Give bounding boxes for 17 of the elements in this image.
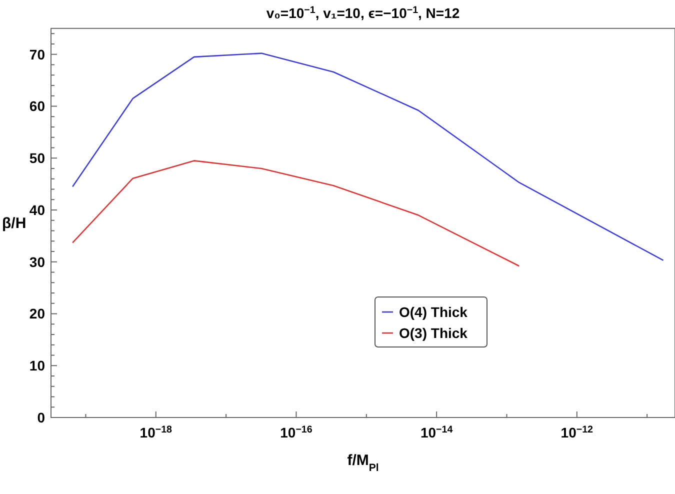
y-tick-label: 60 bbox=[29, 98, 46, 114]
x-axis-title: f/M$_{Pl}$ bbox=[347, 452, 379, 474]
x-tick-label: 10$^{−12}$ bbox=[560, 424, 594, 440]
legend-label: O(4) Thick bbox=[399, 304, 468, 320]
y-tick-label: 20 bbox=[29, 306, 46, 322]
y-tick-label: 0 bbox=[37, 410, 46, 426]
x-tick-label: 10$^{−14}$ bbox=[420, 424, 454, 440]
y-tick-label: 40 bbox=[29, 202, 46, 218]
y-tick-label: 30 bbox=[29, 254, 46, 270]
y-tick-label: 10 bbox=[29, 358, 46, 374]
y-axis-title: β/H bbox=[2, 214, 26, 232]
x-tick-label: 10$^{−18}$ bbox=[140, 424, 173, 440]
y-tick-label: 50 bbox=[29, 150, 46, 166]
legend-label: O(3) Thick bbox=[399, 325, 468, 341]
y-tick-label: 70 bbox=[29, 46, 46, 62]
chart-title: v₀=10$^{−1}$, v₁=10, ϵ=−10$^{−1}$, N=12 bbox=[266, 4, 460, 21]
x-tick-label: 10$^{−16}$ bbox=[280, 424, 313, 440]
